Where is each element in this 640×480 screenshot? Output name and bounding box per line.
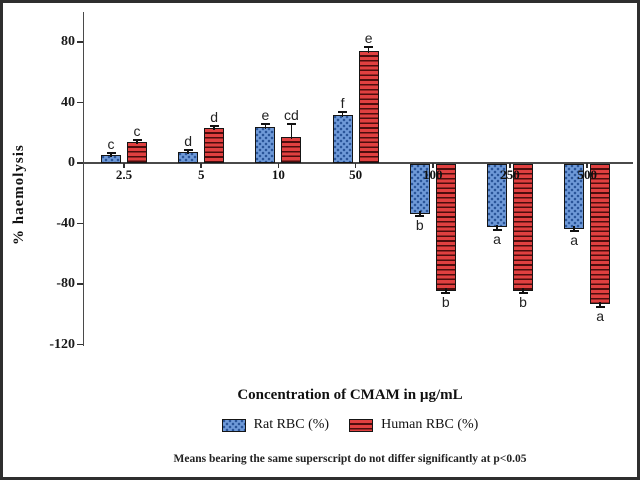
error-bar-cap (569, 230, 579, 233)
y-tick-mark (77, 343, 83, 346)
rat-rbc-swatch-icon (221, 418, 246, 432)
x-tick-label: 250 (500, 167, 520, 182)
superscript-letter: cd (283, 106, 299, 123)
legend-item-rat-rbc: Rat RBC (%) (221, 417, 330, 433)
error-bar (573, 226, 575, 232)
bar-human-rbc-10 (281, 137, 302, 163)
error-bar-cap (364, 45, 374, 48)
bar-human-rbc-5 (204, 128, 225, 163)
y-tick-label: -40 (56, 215, 75, 231)
x-tick-mark (200, 163, 202, 168)
footnote: Means bearing the same superscript do no… (173, 453, 527, 465)
bar-human-rbc-50 (358, 51, 379, 163)
bar-rat-rbc-250 (487, 163, 507, 228)
x-tick-label: 50 (349, 167, 363, 182)
error-bar (290, 123, 293, 140)
x-axis-line (84, 162, 633, 164)
superscript-letter: f (340, 95, 345, 112)
error-bar-cap (106, 152, 116, 155)
error-bar (496, 224, 498, 230)
x-tick-mark (509, 163, 511, 168)
y-axis-line (82, 12, 85, 346)
error-bar-cap (260, 123, 270, 126)
bar-rat-rbc-10 (255, 126, 276, 163)
bar-rat-rbc-500 (564, 163, 585, 229)
x-axis-title: Concentration of CMAM in µg/mL (237, 387, 463, 403)
superscript-letter: b (519, 294, 527, 311)
error-bar-cap (595, 305, 605, 308)
superscript-letter: a (570, 232, 579, 249)
superscript-letter: d (210, 108, 219, 125)
superscript-letter: e (261, 107, 270, 124)
error-bar (213, 125, 215, 131)
error-bar (136, 139, 138, 144)
superscript-letter: e (364, 29, 373, 46)
bar-human-rbc-100 (435, 163, 456, 291)
y-tick-mark (77, 162, 83, 164)
y-tick-label: 80 (61, 34, 75, 49)
error-bar-cap (441, 292, 451, 295)
error-bar-cap (492, 228, 502, 231)
x-tick-label: 500 (577, 167, 597, 182)
bar-human-rbc-2.5 (127, 141, 147, 163)
x-tick-label: 2.5 (115, 167, 133, 182)
x-tick-label: 10 (271, 167, 285, 182)
legend-label-human-rbc: Human RBC (%) (381, 417, 479, 432)
superscript-letter: b (415, 216, 424, 233)
human-rbc-swatch-icon (349, 418, 374, 432)
legend-label-rat-rbc: Rat RBC (%) (253, 417, 330, 432)
y-tick-mark (77, 283, 83, 285)
error-bar (187, 150, 189, 155)
x-tick-label: 5 (197, 167, 205, 182)
x-tick-mark (586, 163, 588, 168)
error-bar-cap (338, 111, 348, 114)
x-tick-mark (123, 163, 125, 168)
error-bar-cap (518, 292, 528, 295)
x-tick-label: 100 (423, 167, 443, 182)
y-axis-title: % haemolysis (11, 144, 27, 246)
error-bar (522, 288, 524, 294)
superscript-letter: c (107, 136, 115, 153)
bar-human-rbc-500 (590, 163, 611, 305)
error-bar-cap (415, 214, 425, 217)
legend: Rat RBC (%) Human RBC (%) (63, 417, 637, 433)
y-tick-label: -120 (49, 336, 75, 352)
bar-rat-rbc-50 (332, 114, 353, 163)
error-bar (367, 46, 370, 54)
error-bar (341, 112, 344, 117)
y-tick-label: 40 (61, 94, 75, 110)
error-bar-cap (286, 122, 296, 125)
x-tick-mark (432, 163, 434, 168)
y-tick-label: -80 (56, 276, 75, 291)
error-bar-cap (183, 149, 193, 152)
error-bar (264, 124, 267, 129)
x-tick-mark (277, 163, 280, 168)
legend-item-human-rbc: Human RBC (%) (349, 417, 478, 433)
superscript-letter: a (493, 230, 501, 247)
error-bar (599, 301, 601, 307)
y-tick-mark (77, 222, 83, 225)
superscript-letter: d (184, 133, 193, 150)
error-bar-cap (209, 124, 219, 127)
error-bar (110, 153, 112, 158)
y-tick-mark (77, 101, 83, 104)
error-bar (419, 210, 421, 216)
error-bar (445, 288, 447, 294)
error-bar-cap (132, 138, 142, 141)
y-tick-label: 0 (68, 155, 75, 170)
x-tick-mark (354, 163, 357, 168)
y-tick-mark (77, 41, 83, 43)
superscript-letter: a (596, 307, 605, 324)
superscript-letter: c (133, 122, 141, 139)
superscript-letter: b (441, 294, 450, 311)
